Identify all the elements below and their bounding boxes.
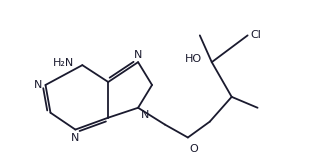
Text: N: N bbox=[141, 110, 149, 120]
Text: O: O bbox=[190, 144, 199, 154]
Text: N: N bbox=[134, 50, 142, 60]
Text: H₂N: H₂N bbox=[53, 58, 74, 68]
Text: N: N bbox=[34, 80, 43, 90]
Text: N: N bbox=[71, 133, 80, 142]
Text: Cl: Cl bbox=[251, 30, 261, 40]
Text: HO: HO bbox=[185, 54, 202, 64]
